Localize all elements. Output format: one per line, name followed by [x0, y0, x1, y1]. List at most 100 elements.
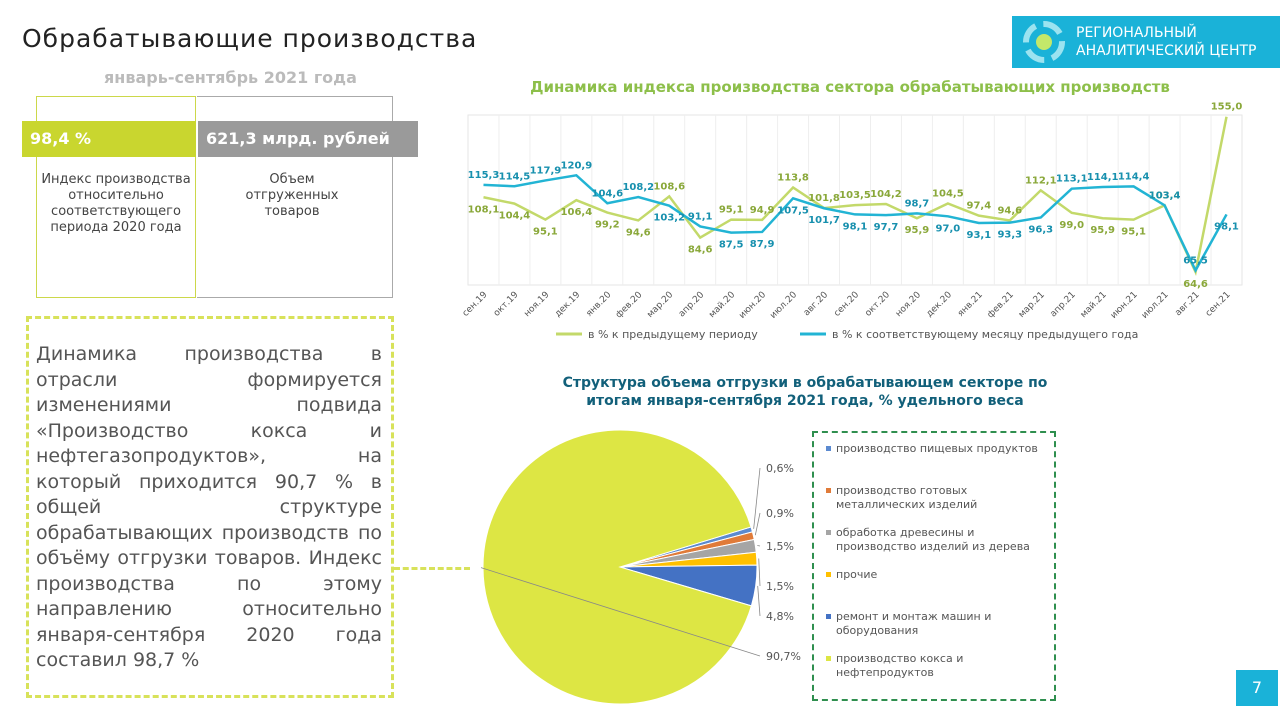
- slide-title: Обрабатывающие производства: [22, 24, 478, 53]
- x-tick-label: июн.21: [1109, 290, 1140, 321]
- x-tick-label: июл.20: [768, 290, 799, 321]
- data-label: 95,1: [719, 205, 744, 216]
- data-label: 94,6: [997, 205, 1022, 216]
- data-label: 98,7: [905, 198, 930, 209]
- data-label: 84,6: [688, 245, 713, 256]
- data-label: 108,6: [653, 181, 685, 192]
- data-label: 95,1: [533, 227, 558, 238]
- legend-label: в % к предыдущему периоду: [588, 328, 758, 341]
- data-label: 95,9: [1090, 225, 1115, 236]
- data-label: 101,7: [808, 215, 840, 226]
- data-label: 114,1: [1087, 172, 1119, 183]
- data-label: 117,9: [530, 165, 562, 176]
- data-label: 93,3: [997, 230, 1022, 241]
- data-label: 65,5: [1183, 255, 1208, 266]
- logo-text: АНАЛИТИЧЕСКИЙ ЦЕНТР: [1076, 43, 1257, 59]
- x-tick-label: авг.21: [1173, 290, 1201, 318]
- x-tick-label: окт.19: [492, 290, 521, 319]
- data-label: 106,4: [561, 207, 593, 218]
- data-label: 108,1: [468, 204, 500, 215]
- data-label: 114,4: [1118, 171, 1150, 182]
- data-label: 95,9: [905, 225, 930, 236]
- page-number: 7: [1236, 670, 1278, 706]
- x-tick-label: янв.21: [956, 290, 985, 319]
- x-tick-label: июл.21: [1140, 290, 1171, 321]
- logo-icon: [1023, 21, 1065, 63]
- x-tick-label: окт.20: [863, 290, 892, 319]
- kpi-value: 98,4 %: [22, 121, 196, 157]
- data-label: 91,1: [688, 211, 713, 222]
- data-label: 155,0: [1211, 102, 1243, 113]
- data-label: 107,5: [777, 205, 809, 216]
- legend-label: производство готовых металлических издел…: [836, 484, 978, 511]
- x-tick-label: сен.19: [461, 290, 490, 319]
- data-label: 103,2: [653, 213, 685, 224]
- data-label: 98,1: [1214, 221, 1239, 232]
- data-label: 113,8: [777, 172, 809, 183]
- legend-swatch: [826, 446, 831, 451]
- pie-slice: [482, 429, 752, 705]
- data-label: 4,8%: [766, 610, 794, 623]
- data-label: 64,6: [1183, 279, 1208, 290]
- kpi-caption: Индекс производства относительно соответ…: [41, 172, 191, 235]
- data-label: 103,5: [839, 190, 871, 201]
- legend-swatch: [826, 656, 831, 661]
- leader-line: [757, 585, 761, 617]
- period: январь-сентябрь 2021 года: [104, 68, 357, 87]
- series-line: [483, 173, 1228, 274]
- x-tick-label: сен.20: [832, 290, 861, 319]
- legend-item: ремонт и монтаж машин и оборудования: [826, 610, 1056, 638]
- data-label: 1,5%: [766, 540, 794, 553]
- legend-label: обработка древесины и производство издел…: [836, 526, 1030, 553]
- data-label: 104,6: [591, 188, 623, 199]
- plot-area: [467, 114, 1243, 286]
- legend-label: прочие: [836, 568, 878, 581]
- x-tick-label: янв.20: [585, 290, 614, 319]
- logo: РЕГИОНАЛЬНЫЙ АНАЛИТИЧЕСКИЙ ЦЕНТР: [1012, 16, 1280, 68]
- legend-item: производство кокса и нефтепродуктов: [826, 652, 1056, 680]
- data-label: 97,4: [966, 201, 991, 212]
- x-tick-label: ноя.20: [894, 290, 923, 319]
- kpi-caption: Объем отгруженных товаров: [245, 172, 339, 219]
- x-tick-label: ноя.19: [522, 290, 551, 319]
- data-label: 0,9%: [766, 507, 794, 520]
- data-label: 94,9: [750, 205, 775, 216]
- x-tick-label: мар.20: [645, 290, 675, 320]
- data-label: 87,5: [719, 240, 744, 251]
- leader-line: [753, 467, 761, 529]
- data-label: 103,4: [1149, 190, 1181, 201]
- data-label: 94,6: [626, 227, 651, 238]
- x-tick-label: фев.21: [986, 290, 1016, 320]
- legend-swatch: [826, 572, 831, 577]
- x-tick-label: дек.19: [553, 290, 583, 320]
- x-tick-label: июн.20: [737, 290, 768, 321]
- leader-line: [757, 545, 761, 547]
- legend-item: прочие: [826, 568, 1056, 582]
- x-tick-label: фев.20: [614, 290, 644, 320]
- text-frame: [26, 316, 394, 698]
- data-label: 104,2: [870, 189, 902, 200]
- data-label: 1,5%: [766, 580, 794, 593]
- legend-label: ремонт и монтаж машин и оборудования: [836, 610, 992, 637]
- chart-title: Динамика индекса производства сектора об…: [530, 78, 1170, 96]
- legend-item: обработка древесины и производство издел…: [826, 526, 1056, 554]
- x-tick-label: мар.21: [1017, 290, 1047, 320]
- data-label: 99,2: [595, 220, 620, 231]
- pie-legend-frame: [812, 431, 1056, 701]
- data-label: 113,1: [1056, 174, 1088, 185]
- x-tick-label: апр.21: [1049, 290, 1078, 319]
- legend-label: производство пищевых продуктов: [836, 442, 1038, 455]
- x-tick-label: май.20: [707, 290, 737, 320]
- paragraph: Динамика производства в отрасли формируе…: [36, 343, 382, 671]
- data-label: 97,0: [936, 223, 961, 234]
- logo-text: РЕГИОНАЛЬНЫЙ: [1076, 25, 1197, 41]
- series-line: [483, 116, 1228, 276]
- x-tick-label: сен.21: [1204, 290, 1233, 319]
- leader-line: [758, 558, 761, 587]
- kpi-frame: [36, 96, 196, 298]
- legend-label: в % к соответствующему месяцу предыдущег…: [832, 328, 1138, 341]
- data-label: 115,3: [468, 170, 500, 181]
- data-label: 120,9: [561, 160, 593, 171]
